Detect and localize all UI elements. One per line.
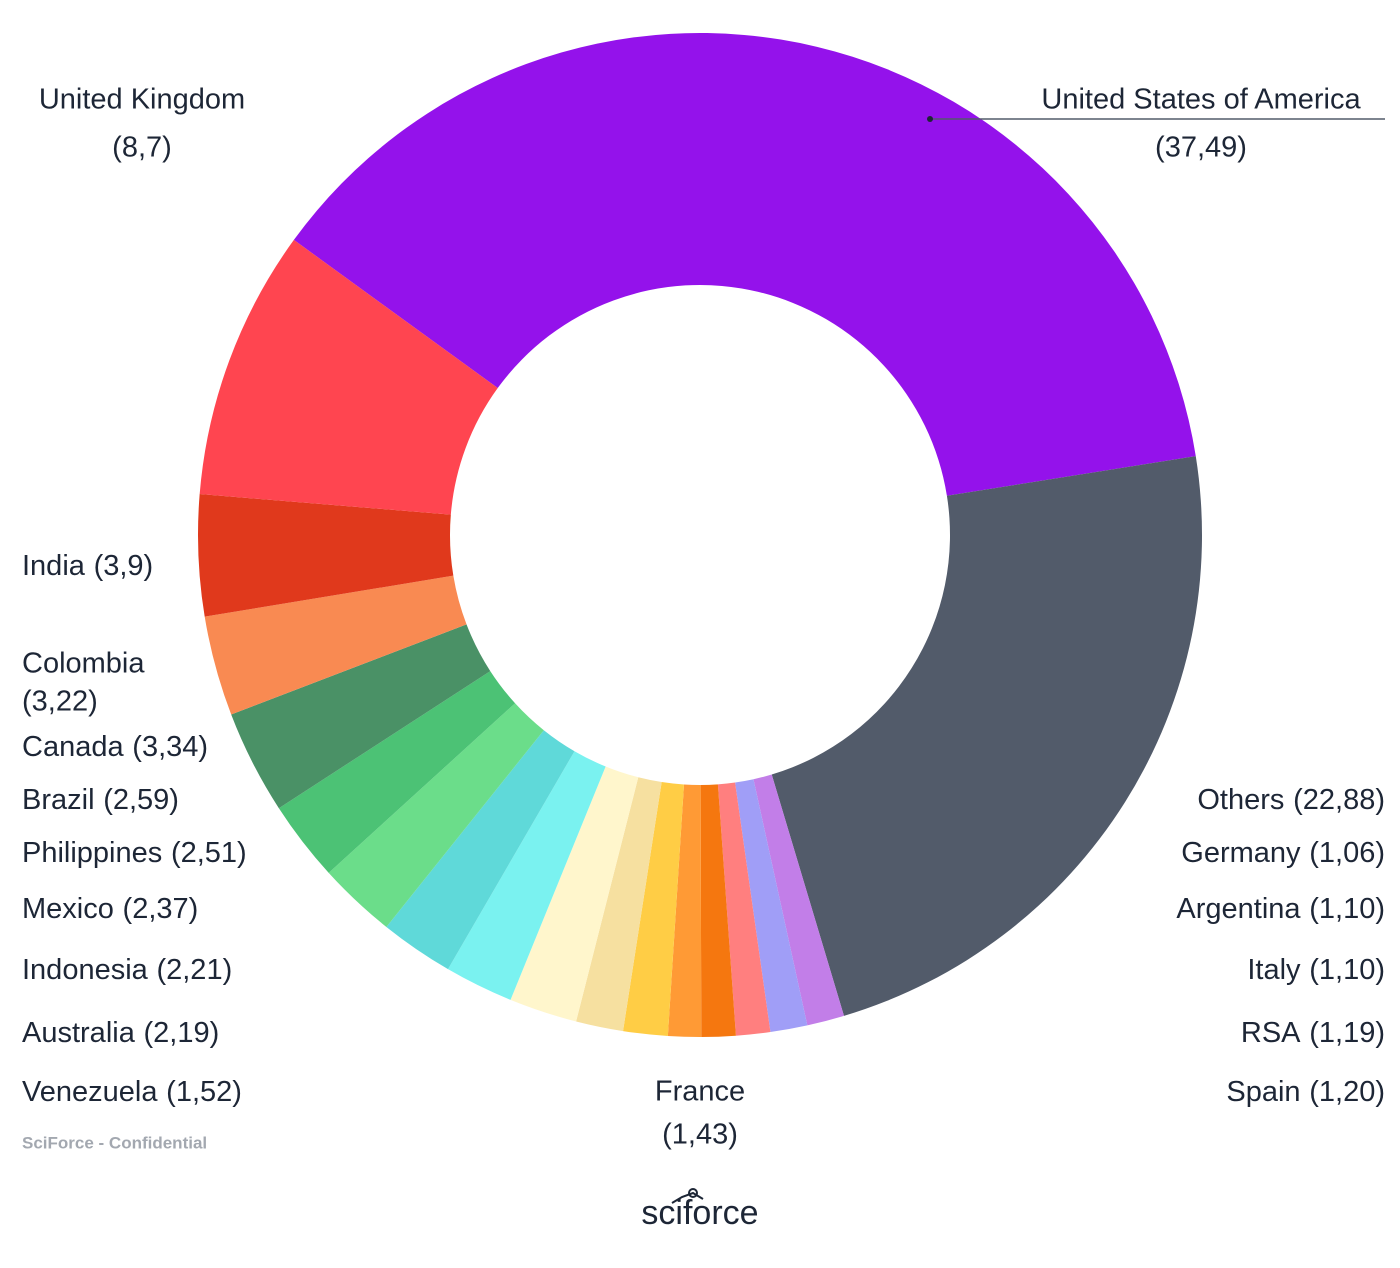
donut-slice [717, 782, 771, 1036]
donut-slice [700, 784, 736, 1037]
slice-value-label: (3,22) [22, 686, 98, 718]
slice-value-label: (1,10) [1309, 954, 1385, 986]
slice-label: Spain [1226, 1076, 1300, 1108]
brand-logo: sciforce [641, 1194, 758, 1232]
slice-label-group: Spain (1,20) [1226, 1076, 1385, 1108]
slice-label: Australia [22, 1017, 136, 1049]
logo-line [671, 1191, 704, 1204]
slice-label: Canada [22, 731, 124, 763]
slice-label-group: Philippines (2,51) [22, 837, 247, 869]
slice-label: India [22, 550, 86, 582]
slice-label: Italy [1247, 954, 1301, 986]
donut-slice [510, 766, 639, 1022]
slice-label-group: Others (22,88) [1197, 784, 1385, 816]
donut-slice [386, 730, 575, 970]
slice-label: United States of America [1041, 84, 1361, 116]
slice-label: Germany [1181, 837, 1301, 869]
slice-value-label: (1,20) [1309, 1076, 1385, 1108]
logo-node [688, 1188, 698, 1198]
donut-slice [576, 777, 662, 1032]
slice-label: Philippines [22, 837, 162, 869]
slice-label-group: Argentina (1,10) [1176, 893, 1385, 925]
slice-value-label: (2,21) [156, 954, 232, 986]
slice-value-label: (2,59) [103, 784, 179, 816]
donut-slice [204, 575, 467, 715]
slice-label-group: Australia (2,19) [22, 1017, 219, 1049]
slice-value-label: (22,88) [1293, 784, 1385, 816]
slice-label-group: Italy (1,10) [1247, 954, 1385, 986]
slice-label-group: Mexico (2,37) [22, 893, 198, 925]
slice-value-label: (1,43) [662, 1119, 738, 1151]
slice-value-label: (3,9) [94, 550, 154, 582]
donut-slice [735, 779, 808, 1033]
slice-value-label: (1,52) [166, 1076, 242, 1108]
donut-slice [328, 703, 544, 927]
slice-label: Colombia [22, 648, 145, 680]
slice-label-group: RSA (1,19) [1241, 1017, 1385, 1049]
donut-slice [231, 624, 491, 809]
slice-label: Brazil [22, 784, 95, 816]
footnote: SciForce - Confidential [22, 1133, 207, 1152]
donut-slice [771, 456, 1202, 1016]
slice-label-group: Venezuela (1,52) [22, 1076, 242, 1108]
slice-label: Argentina [1176, 893, 1301, 925]
donut-slice [753, 774, 844, 1026]
slice-value-label: (2,51) [171, 837, 247, 869]
slice-value-label: (2,37) [123, 893, 199, 925]
slice-value-label: (1,06) [1309, 837, 1385, 869]
slice-label-group: India (3,9) [22, 550, 153, 582]
slice-label: Mexico [22, 893, 114, 925]
slice-label-group: Indonesia (2,21) [22, 954, 232, 986]
slice-label-group: Brazil (2,59) [22, 784, 179, 816]
donut-slice [623, 782, 684, 1036]
slice-label-group: Germany (1,06) [1181, 837, 1385, 869]
slice-label: Venezuela [22, 1076, 158, 1108]
leader-dot [927, 116, 933, 122]
slice-label: United Kingdom [39, 84, 245, 116]
donut-slice [278, 671, 516, 873]
slice-value-label: (1,10) [1309, 893, 1385, 925]
donut-slice [447, 751, 606, 1000]
slice-label-group: Canada (3,34) [22, 731, 208, 763]
donut-slice [293, 32, 1196, 496]
slice-label: RSA [1241, 1017, 1301, 1049]
donut-slice [199, 239, 498, 515]
donut-slice [667, 784, 702, 1037]
slice-label: France [655, 1076, 745, 1108]
slice-value-label: (1,19) [1309, 1017, 1385, 1049]
slice-value-label: (3,34) [132, 731, 208, 763]
slice-value-label: (2,19) [144, 1017, 220, 1049]
donut-slice [198, 494, 454, 617]
slice-value-label: (8,7) [112, 132, 172, 164]
slice-label: Others [1197, 784, 1284, 816]
slice-value-label: (37,49) [1155, 132, 1247, 164]
slice-label: Indonesia [22, 954, 149, 986]
